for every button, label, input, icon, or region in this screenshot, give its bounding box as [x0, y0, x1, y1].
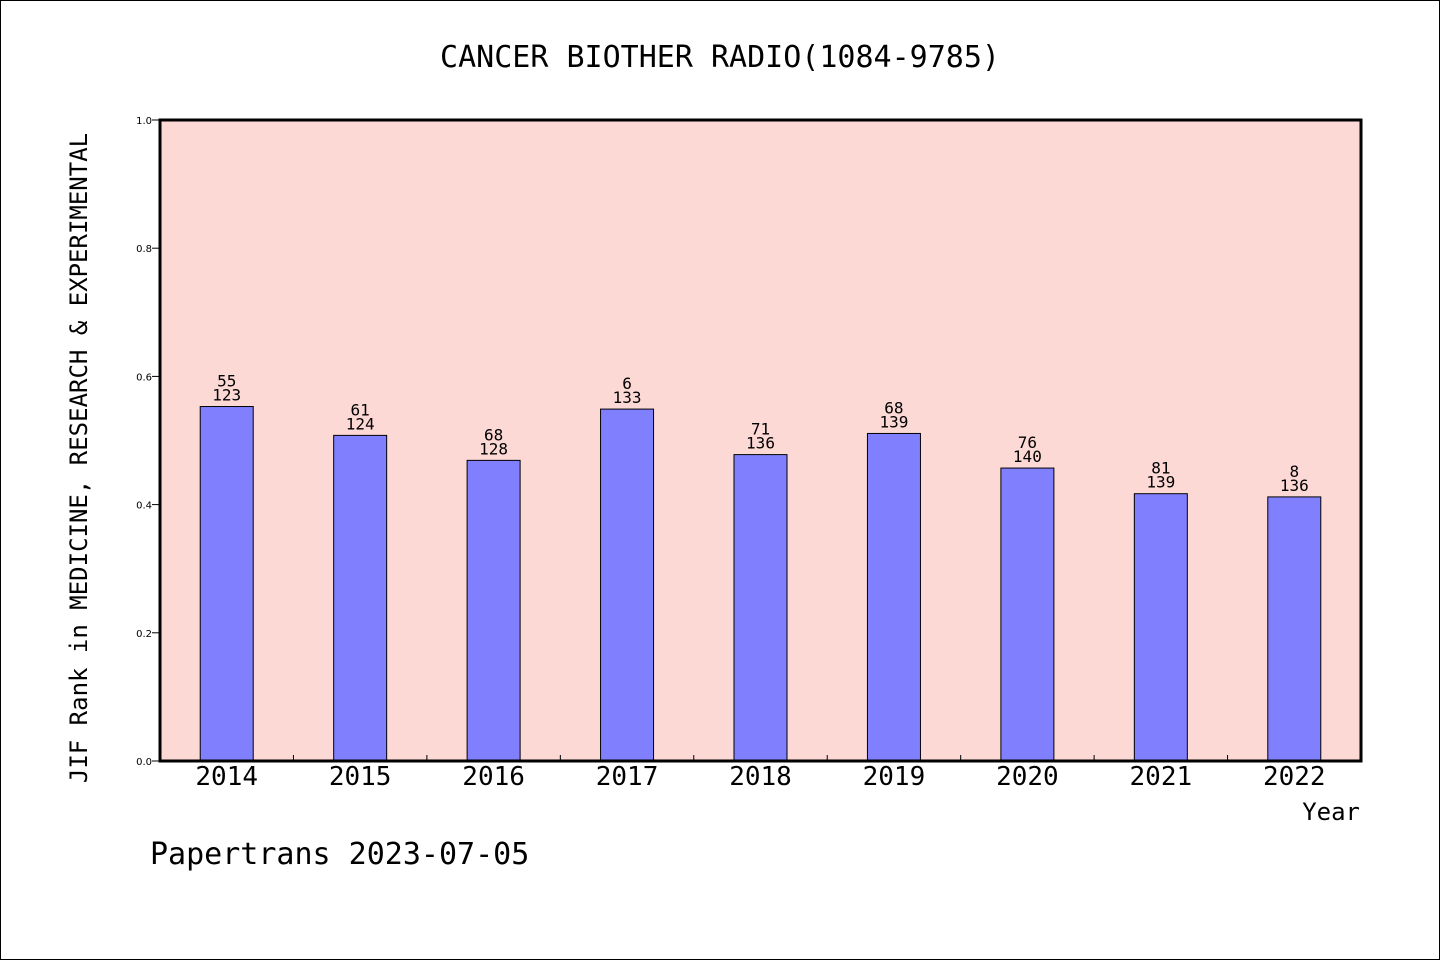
- bar-rank-label: 61: [351, 400, 370, 419]
- bar-rank-label: 68: [484, 425, 503, 444]
- y-tick-label: 0.2: [136, 629, 152, 640]
- bar-rank-label: 55: [217, 372, 236, 391]
- bar: [199, 406, 254, 762]
- bar: [333, 434, 388, 762]
- x-tick-label: 2021: [1130, 762, 1193, 792]
- bar-total-label: 124: [346, 414, 375, 433]
- y-tick-label: 0.4: [136, 501, 152, 512]
- bar-total-label: 136: [746, 434, 775, 453]
- bar: [1000, 467, 1055, 762]
- x-tick-label: 2020: [996, 762, 1059, 792]
- bar-total-label: 128: [479, 439, 508, 458]
- x-axis-label: Year: [1302, 798, 1360, 826]
- x-tick-label: 2018: [729, 762, 792, 792]
- y-tick-label: 0.0: [136, 757, 152, 768]
- bar: [1267, 496, 1322, 762]
- x-tick-label: 2014: [195, 762, 258, 792]
- bar-rank-label: 71: [751, 420, 770, 439]
- y-axis: 0.0 0.2 0.4 0.6 0.8 1.0: [136, 116, 160, 768]
- bar: [600, 408, 655, 762]
- bar-rank-label: 6: [622, 374, 632, 393]
- bar-total-label: 123: [212, 386, 241, 405]
- bar-total-label: 139: [879, 412, 908, 431]
- bar: [733, 454, 788, 762]
- bar-rank-label: 8: [1289, 462, 1299, 481]
- x-tick-label: 2019: [863, 762, 926, 792]
- bar-rank-label: 81: [1151, 459, 1170, 478]
- bar-total-label: 136: [1280, 476, 1309, 495]
- bar: [866, 432, 921, 762]
- bar-total-label: 139: [1146, 473, 1175, 492]
- y-axis-label: JIF Rank in MEDICINE, RESEARCH & EXPERIM…: [65, 133, 93, 783]
- bar-rank-label: 68: [884, 398, 903, 417]
- x-tick-label: 2016: [462, 762, 525, 792]
- bar: [466, 459, 521, 762]
- x-tick-label: 2017: [596, 762, 659, 792]
- bar-rank-label: 76: [1018, 433, 1037, 452]
- bars: 5512361124681286133711366813976140811398…: [199, 372, 1322, 762]
- x-tick-label: 2022: [1263, 762, 1326, 792]
- bar-total-label: 133: [613, 388, 642, 407]
- footer-credit: Papertrans 2023-07-05: [150, 837, 529, 872]
- bar: [1133, 493, 1188, 762]
- chart-title: CANCER BIOTHER RADIO(1084-9785): [440, 40, 1000, 75]
- y-tick-label: 1.0: [136, 116, 152, 127]
- y-tick-label: 0.8: [136, 244, 152, 255]
- plot-border: [158, 118, 1363, 763]
- y-tick-label: 0.6: [136, 372, 152, 383]
- x-tick-label: 2015: [329, 762, 392, 792]
- bar-total-label: 140: [1013, 447, 1042, 466]
- x-axis: 2014 2015 2016 2017 2018 2019 2020 2021 2022: [195, 755, 1326, 792]
